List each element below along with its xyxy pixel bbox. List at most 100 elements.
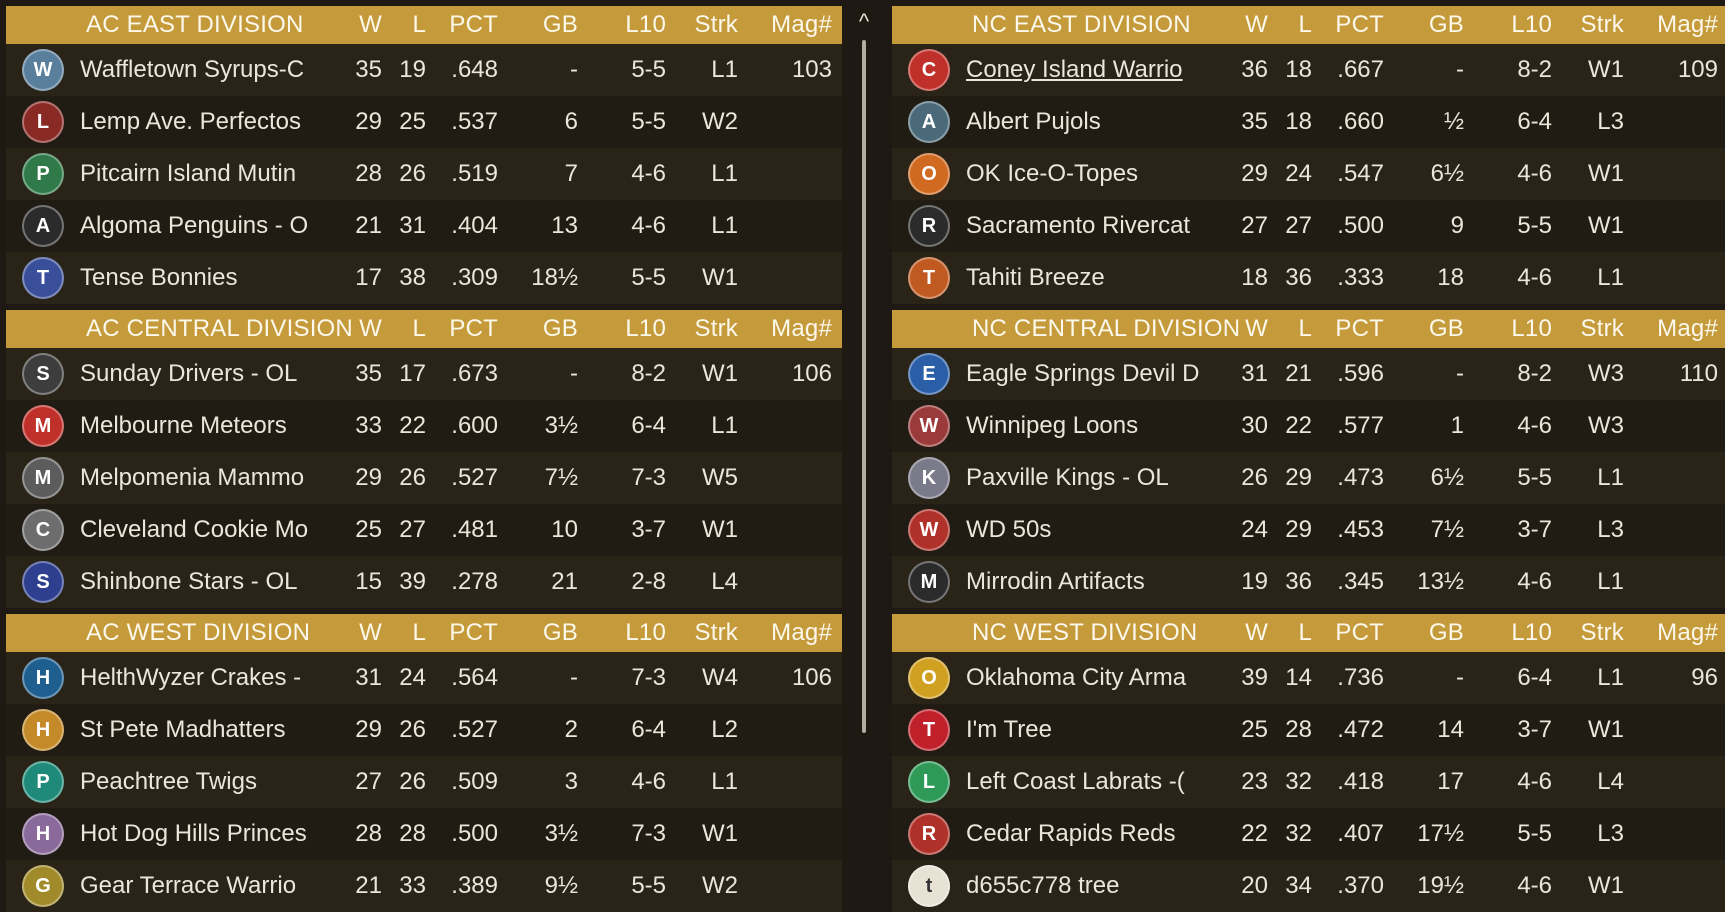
team-name[interactable]: Algoma Penguins - O — [80, 212, 309, 239]
column-header-l10[interactable]: L10 — [625, 315, 666, 342]
team-row[interactable]: W Waffletown Syrups-C 35 19 .648 - 5-5 L1 103 — [6, 44, 842, 96]
column-header-l10[interactable]: L10 — [1511, 11, 1552, 38]
team-row[interactable]: O Oklahoma City Arma 39 14 .736 - 6-4 L1 96 — [892, 652, 1725, 704]
team-name[interactable]: Tense Bonnies — [80, 264, 238, 291]
column-header-l10[interactable]: L10 — [1511, 619, 1552, 646]
column-header-l[interactable]: L — [412, 315, 426, 342]
team-name[interactable]: Oklahoma City Arma — [966, 664, 1187, 691]
team-row[interactable]: H HelthWyzer Crakes - 31 24 .564 - 7-3 W4 106 — [6, 652, 842, 704]
team-row[interactable]: M Melbourne Meteors 33 22 .600 3½ 6-4 L1 — [6, 400, 842, 452]
team-name[interactable]: Hot Dog Hills Princes — [80, 820, 307, 847]
team-row[interactable]: W WD 50s 24 29 .453 7½ 3-7 L3 — [892, 504, 1725, 556]
team-name[interactable]: Mirrodin Artifacts — [966, 568, 1145, 595]
team-row[interactable]: P Peachtree Twigs 27 26 .509 3 4-6 L1 — [6, 756, 842, 808]
column-header-l10[interactable]: L10 — [1511, 315, 1552, 342]
team-name[interactable]: Cleveland Cookie Mo — [80, 516, 309, 543]
team-row[interactable]: A Albert Pujols 35 18 .660 ½ 6-4 L3 — [892, 96, 1725, 148]
team-row[interactable]: C Coney Island Warrio 36 18 .667 - 8-2 W1 109 — [892, 44, 1725, 96]
team-row[interactable]: A Algoma Penguins - O 21 31 .404 13 4-6 L1 — [6, 200, 842, 252]
column-header-mag[interactable]: Mag# — [1657, 619, 1718, 646]
column-header-gb[interactable]: GB — [542, 619, 578, 646]
scroll-up-button[interactable]: ^ — [858, 9, 870, 34]
team-name[interactable]: Melbourne Meteors — [80, 412, 287, 439]
column-header-strk[interactable]: Strk — [694, 315, 738, 342]
team-row[interactable]: H Hot Dog Hills Princes 28 28 .500 3½ 7-3 W1 — [6, 808, 842, 860]
team-name[interactable]: Coney Island Warrio — [966, 56, 1183, 83]
column-header-gb[interactable]: GB — [1428, 11, 1464, 38]
team-row[interactable]: C Cleveland Cookie Mo 25 27 .481 10 3-7 W1 — [6, 504, 842, 556]
column-header-l[interactable]: L — [1298, 315, 1312, 342]
team-row[interactable]: S Sunday Drivers - OL 35 17 .673 - 8-2 W1 106 — [6, 348, 842, 400]
column-header-l[interactable]: L — [1298, 619, 1312, 646]
team-name[interactable]: Gear Terrace Warrio — [80, 872, 297, 899]
team-row[interactable]: M Melpomenia Mammo 29 26 .527 7½ 7-3 W5 — [6, 452, 842, 504]
team-row[interactable]: O OK Ice-O-Topes 29 24 .547 6½ 4-6 W1 — [892, 148, 1725, 200]
column-header-pct[interactable]: PCT — [449, 315, 498, 342]
team-row[interactable]: R Sacramento Rivercat 27 27 .500 9 5-5 W1 — [892, 200, 1725, 252]
column-header-strk[interactable]: Strk — [694, 619, 738, 646]
team-name[interactable]: Albert Pujols — [966, 108, 1101, 135]
team-row[interactable]: t d655c778 tree 20 34 .370 19½ 4-6 W1 — [892, 860, 1725, 912]
team-name[interactable]: Eagle Springs Devil D — [966, 360, 1200, 387]
column-header-pct[interactable]: PCT — [449, 11, 498, 38]
team-name[interactable]: Winnipeg Loons — [966, 412, 1139, 439]
column-header-gb[interactable]: GB — [1428, 315, 1464, 342]
column-header-pct[interactable]: PCT — [1335, 315, 1384, 342]
column-header-pct[interactable]: PCT — [1335, 619, 1384, 646]
team-name[interactable]: Peachtree Twigs — [80, 768, 257, 795]
column-header-l10[interactable]: L10 — [625, 11, 666, 38]
team-name[interactable]: Tahiti Breeze — [966, 264, 1105, 291]
team-name[interactable]: HelthWyzer Crakes - — [80, 664, 302, 691]
team-row[interactable]: S Shinbone Stars - OL 15 39 .278 21 2-8 L4 — [6, 556, 842, 608]
team-row[interactable]: M Mirrodin Artifacts 19 36 .345 13½ 4-6 L1 — [892, 556, 1725, 608]
column-header-l[interactable]: L — [412, 619, 426, 646]
team-row[interactable]: R Cedar Rapids Reds 22 32 .407 17½ 5-5 L3 — [892, 808, 1725, 860]
team-row[interactable]: L Lemp Ave. Perfectos 29 25 .537 6 5-5 W2 — [6, 96, 842, 148]
team-row[interactable]: G Gear Terrace Warrio 21 33 .389 9½ 5-5 W2 — [6, 860, 842, 912]
column-header-gb[interactable]: GB — [1428, 619, 1464, 646]
column-header-w[interactable]: W — [359, 315, 382, 342]
column-header-pct[interactable]: PCT — [1335, 11, 1384, 38]
team-row[interactable]: T Tense Bonnies 17 38 .309 18½ 5-5 W1 — [6, 252, 842, 304]
team-name[interactable]: Melpomenia Mammo — [80, 464, 305, 491]
column-header-mag[interactable]: Mag# — [1657, 11, 1718, 38]
column-header-gb[interactable]: GB — [542, 315, 578, 342]
team-name[interactable]: Sunday Drivers - OL — [80, 360, 298, 387]
team-row[interactable]: L Left Coast Labrats -(23 32 .418 17 4-6 L4 — [892, 756, 1725, 808]
column-header-mag[interactable]: Mag# — [771, 11, 832, 38]
column-header-strk[interactable]: Strk — [1580, 315, 1624, 342]
scrollbar[interactable] — [862, 40, 866, 733]
team-name[interactable]: Sacramento Rivercat — [966, 212, 1191, 239]
column-header-w[interactable]: W — [1245, 11, 1268, 38]
team-name[interactable]: Cedar Rapids Reds — [966, 820, 1176, 847]
column-header-w[interactable]: W — [1245, 619, 1268, 646]
column-header-w[interactable]: W — [359, 11, 382, 38]
column-header-pct[interactable]: PCT — [449, 619, 498, 646]
column-header-l10[interactable]: L10 — [625, 619, 666, 646]
column-header-mag[interactable]: Mag# — [1657, 315, 1718, 342]
team-row[interactable]: P Pitcairn Island Mutin 28 26 .519 7 4-6 L1 — [6, 148, 842, 200]
team-name[interactable]: Paxville Kings - OL — [966, 464, 1169, 491]
column-header-strk[interactable]: Strk — [1580, 619, 1624, 646]
team-row[interactable]: T Tahiti Breeze 18 36 .333 18 4-6 L1 — [892, 252, 1725, 304]
team-name[interactable]: Lemp Ave. Perfectos — [80, 108, 302, 135]
team-row[interactable]: H St Pete Madhatters 29 26 .527 2 6-4 L2 — [6, 704, 842, 756]
column-header-strk[interactable]: Strk — [1580, 11, 1624, 38]
column-header-mag[interactable]: Mag# — [771, 315, 832, 342]
team-row[interactable]: E Eagle Springs Devil D 31 21 .596 - 8-2 W3 110 — [892, 348, 1725, 400]
team-row[interactable]: K Paxville Kings - OL 26 29 .473 6½ 5-5 L1 — [892, 452, 1725, 504]
team-name[interactable]: WD 50s — [966, 516, 1052, 543]
team-name[interactable]: OK Ice-O-Topes — [966, 160, 1139, 187]
team-name[interactable]: Shinbone Stars - OL — [80, 568, 298, 595]
column-header-w[interactable]: W — [1245, 315, 1268, 342]
column-header-strk[interactable]: Strk — [694, 11, 738, 38]
column-header-w[interactable]: W — [359, 619, 382, 646]
team-name[interactable]: Pitcairn Island Mutin — [80, 160, 297, 187]
column-header-l[interactable]: L — [412, 11, 426, 38]
column-header-l[interactable]: L — [1298, 11, 1312, 38]
team-name[interactable]: d655c778 tree — [966, 872, 1120, 899]
team-name[interactable]: Left Coast Labrats -( — [966, 768, 1185, 795]
team-name[interactable]: St Pete Madhatters — [80, 716, 286, 743]
column-header-gb[interactable]: GB — [542, 11, 578, 38]
column-header-mag[interactable]: Mag# — [771, 619, 832, 646]
